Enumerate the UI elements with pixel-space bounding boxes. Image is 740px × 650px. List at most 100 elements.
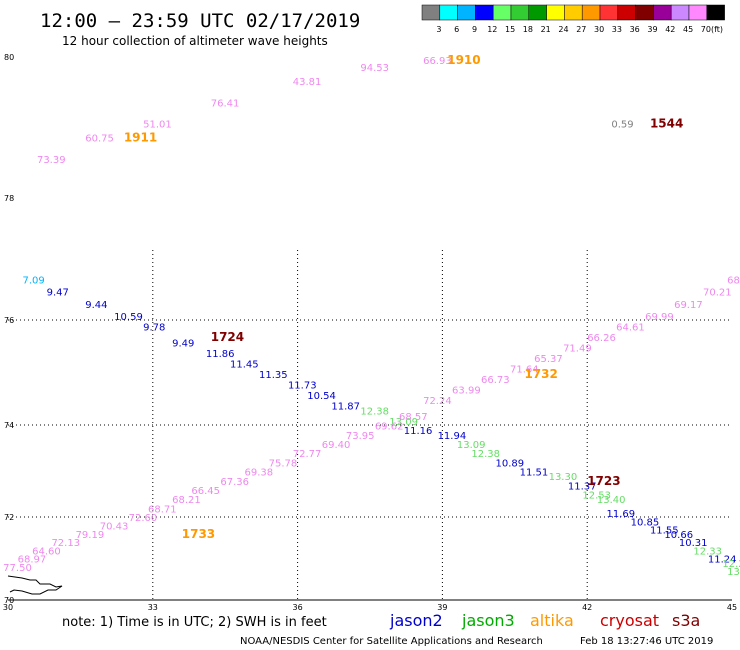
scale-swatch — [564, 4, 583, 21]
graticule — [8, 250, 732, 600]
scale-swatch — [670, 4, 690, 21]
pass-time-label: 1732 — [524, 367, 557, 381]
lat-tick-label: 74 — [4, 421, 14, 430]
swh-label: 77.50 — [3, 563, 32, 574]
swh-label: 9.78 — [143, 323, 165, 334]
swh-label: 11.73 — [288, 380, 317, 391]
lon-tick-label: 36 — [293, 603, 303, 612]
lat-tick-label: 80 — [4, 53, 14, 62]
satellite-legend-jason3: jason3 — [461, 611, 515, 630]
lon-tick-label: 33 — [148, 603, 158, 612]
pass-time-label: 1723 — [587, 474, 620, 488]
swh-label: 11.35 — [259, 370, 288, 381]
swh-label: 12.53 — [582, 491, 611, 502]
swh-label: 9.47 — [47, 288, 69, 299]
swh-label: 12.38 — [360, 407, 389, 418]
latitude-labels: 80 78 76 74 72 70 — [4, 53, 14, 605]
footer-note: note: 1) Time is in UTC; 2) SWH is in fe… — [62, 615, 327, 630]
swh-label: 11.86 — [206, 349, 235, 360]
swh-label: 60.75 — [85, 134, 114, 145]
scale-swatch — [492, 4, 512, 21]
pass-time-label: 1724 — [211, 330, 244, 344]
pass-time-label: 1910 — [447, 53, 480, 67]
swh-label: 11.37 — [568, 481, 597, 492]
scale-swatch — [546, 4, 565, 21]
swh-label: 70.43 — [100, 521, 129, 532]
scale-swatch — [688, 4, 708, 21]
longitude-labels: 30 33 36 39 42 45 — [3, 603, 737, 612]
lat-tick-label: 70 — [4, 596, 14, 605]
pass-time-labels: 1910 1911 1544 1724 1732 1723 1733 — [124, 53, 684, 541]
swh-label: 71.64 — [510, 365, 539, 376]
scale-label: 3 — [436, 25, 441, 34]
scale-swatch — [457, 4, 476, 21]
scale-label: 18 — [523, 25, 533, 34]
swh-label: 66.73 — [481, 375, 510, 386]
swh-label: 12.33 — [693, 546, 722, 557]
lat-tick-label: 72 — [4, 513, 14, 522]
lon-tick-label: 30 — [3, 603, 13, 612]
swh-label: 67.36 — [220, 477, 249, 488]
color-scale: 3 6 9 12 15 18 21 24 27 30 33 36 39 42 45 70 — [421, 4, 725, 34]
swh-label: 64.60 — [32, 546, 61, 557]
scale-swatch — [510, 4, 530, 21]
scale-label: 70 — [701, 25, 711, 34]
scale-label: 39 — [647, 25, 657, 34]
swh-label: 68.21 — [172, 495, 201, 506]
map-subtitle: 12 hour collection of altimeter wave hei… — [62, 34, 328, 48]
scale-swatch — [653, 4, 672, 21]
swh-label: 66.26 — [587, 333, 616, 344]
swh-label: 66.93 — [423, 56, 452, 67]
scale-label: 45 — [683, 25, 693, 34]
swh-label: 11.51 — [520, 468, 549, 479]
scale-label: 6 — [454, 25, 459, 34]
swh-label: 10.85 — [631, 517, 660, 528]
scale-label: 27 — [576, 25, 586, 34]
footer-timestamp: Feb 18 13:27:46 UTC 2019 — [580, 636, 713, 647]
swh-label: 73.95 — [346, 431, 375, 442]
pass-time-label: 1544 — [650, 117, 683, 131]
swh-label: 64.61 — [616, 323, 645, 334]
swh-label: 69.38 — [245, 468, 274, 479]
footer-credit: NOAA/NESDIS Center for Satellite Applica… — [240, 636, 543, 647]
scale-label: 12 — [487, 25, 497, 34]
swh-label: 94.53 — [360, 63, 389, 74]
color-scale-unit: (ft) — [711, 25, 723, 34]
scale-swatch — [617, 4, 636, 21]
swh-label: 13 — [727, 567, 740, 578]
swh-label: 13.09 — [389, 417, 418, 428]
scale-swatch — [599, 4, 619, 21]
swh-label: 73.39 — [37, 155, 66, 166]
swh-label: 69.17 — [674, 300, 703, 311]
swh-label: 13.30 — [549, 472, 578, 483]
map-title: 12:00 — 23:59 UTC 02/17/2019 — [40, 10, 360, 32]
swh-label: 10.31 — [679, 538, 708, 549]
satellite-legend-cryosat: cryosat — [600, 611, 659, 630]
scale-label: 24 — [558, 25, 568, 34]
satellite-legend: jason2 jason3 altika cryosat s3a — [389, 611, 700, 630]
swh-label: 75.78 — [269, 458, 298, 469]
swh-label: 12.38 — [471, 449, 500, 460]
swh-label: 10.54 — [307, 391, 336, 402]
swh-label: 9.49 — [172, 338, 194, 349]
swh-label: 65.37 — [534, 354, 563, 365]
swh-label: 69.99 — [645, 312, 674, 323]
wave-height-labels: 94.53 66.93 76.41 43.81 51.01 60.75 73.39 0.59 7… — [3, 56, 740, 578]
scale-label: 30 — [594, 25, 604, 34]
coastline — [7, 575, 63, 595]
swh-label: 11.87 — [331, 401, 360, 412]
scale-label: 33 — [612, 25, 622, 34]
scale-label: 9 — [472, 25, 477, 34]
swh-label: 9.44 — [85, 300, 107, 311]
swh-label: 69.62 — [375, 422, 404, 433]
satellite-legend-altika: altika — [530, 611, 574, 630]
swh-label: 11.16 — [404, 426, 433, 437]
swh-label: 72.24 — [423, 396, 452, 407]
lat-tick-label: 78 — [4, 194, 14, 203]
swh-label: 72.60 — [129, 513, 158, 524]
scale-swatch — [475, 4, 494, 21]
swh-label: 68.71 — [148, 504, 177, 515]
scale-swatch — [706, 4, 725, 21]
swh-label: 10.59 — [114, 312, 143, 323]
swh-label: 79.19 — [76, 530, 105, 541]
